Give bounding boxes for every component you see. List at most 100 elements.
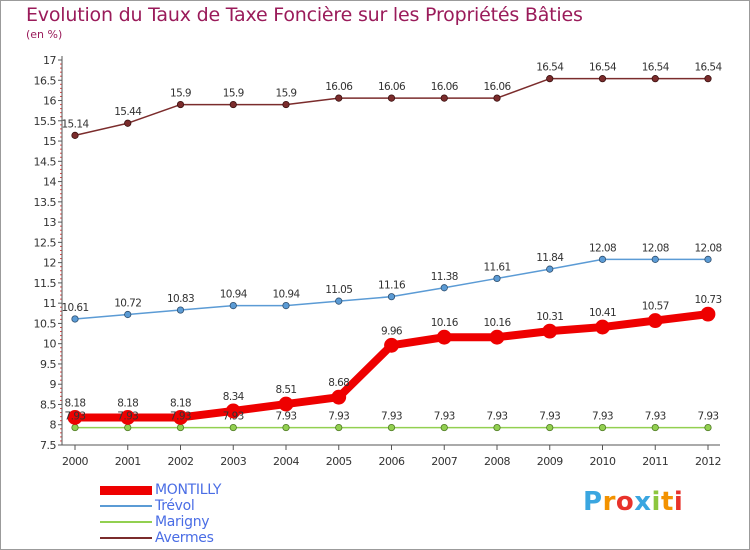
y-tick-label: 16.5 — [34, 74, 57, 87]
y-minor-tick — [60, 67, 62, 69]
y-minor-tick — [60, 395, 62, 397]
data-label-montilly: 10.16 — [431, 317, 459, 329]
data-label-marigny: 7.93 — [592, 411, 613, 423]
y-minor-tick — [60, 209, 62, 211]
y-minor-tick — [60, 278, 62, 280]
data-label-montilly: 8.18 — [117, 397, 138, 409]
data-point-montilly — [436, 329, 452, 345]
y-tick-label: 16 — [43, 95, 56, 108]
y-minor-tick — [60, 412, 62, 414]
data-point-avermes — [71, 131, 79, 139]
y-minor-tick — [60, 367, 62, 369]
y-tick-label: 10 — [43, 338, 56, 351]
y-minor-tick — [60, 124, 62, 126]
y-minor-tick — [60, 326, 62, 328]
y-minor-tick — [60, 428, 62, 430]
data-label-trevol: 10.83 — [167, 293, 194, 305]
y-minor-tick — [60, 229, 62, 231]
legend-label: Marigny — [155, 514, 210, 530]
y-minor-tick — [60, 75, 62, 77]
y-minor-tick — [60, 286, 62, 288]
y-minor-tick — [60, 83, 62, 85]
y-tick-label: 9 — [50, 378, 57, 391]
x-tick-label: 2001 — [115, 455, 141, 468]
y-minor-tick — [60, 205, 62, 207]
legend-swatch — [100, 537, 152, 539]
x-tick-label: 2009 — [537, 455, 563, 468]
data-label-montilly: 8.18 — [170, 397, 191, 409]
data-label-avermes: 16.06 — [483, 81, 511, 93]
x-tick-label: 2008 — [484, 455, 510, 468]
data-label-avermes: 15.9 — [276, 88, 297, 100]
data-label-trevol: 10.61 — [61, 302, 88, 314]
y-minor-tick — [60, 318, 62, 320]
y-tick-label: 12.5 — [34, 236, 57, 249]
y-minor-tick — [60, 351, 62, 353]
data-label-trevol: 11.38 — [431, 271, 458, 283]
legend-label: Trévol — [155, 498, 195, 514]
y-minor-tick — [60, 164, 62, 166]
data-point-avermes — [124, 119, 132, 127]
y-minor-tick — [60, 144, 62, 146]
legend-swatch — [100, 485, 152, 495]
data-point-marigny — [440, 423, 448, 432]
data-point-montilly — [173, 410, 188, 425]
y-minor-tick — [60, 254, 62, 256]
data-point-marigny — [598, 423, 607, 432]
data-label-avermes: 16.54 — [642, 62, 670, 74]
chart-title: Evolution du Taux de Taxe Foncière sur l… — [26, 4, 583, 26]
data-point-avermes — [440, 94, 448, 102]
y-minor-tick — [60, 95, 62, 97]
x-tick-label: 2004 — [273, 455, 299, 468]
y-minor-tick — [60, 237, 62, 239]
data-label-trevol: 12.08 — [642, 242, 669, 254]
data-point-montilly — [700, 306, 716, 322]
y-minor-tick — [60, 112, 62, 114]
data-label-montilly: 9.96 — [381, 325, 403, 337]
y-minor-tick — [60, 156, 62, 158]
y-minor-tick — [60, 371, 62, 373]
y-tick-label: 13.5 — [34, 196, 57, 209]
logo-letter: i — [651, 487, 661, 517]
legend-swatch — [100, 505, 152, 507]
y-minor-tick — [60, 152, 62, 154]
data-point-marigny — [335, 423, 343, 432]
y-minor-tick — [60, 225, 62, 227]
logo-letter: o — [615, 487, 635, 517]
data-point-avermes — [704, 75, 712, 83]
data-point-avermes — [176, 100, 185, 109]
data-point-trevol — [124, 310, 132, 319]
data-point-marigny — [651, 423, 659, 432]
data-point-marigny — [124, 423, 132, 432]
y-tick-label: 8.5 — [40, 398, 56, 411]
data-label-avermes: 16.06 — [325, 81, 353, 93]
y-minor-tick — [60, 290, 62, 292]
data-label-avermes: 15.9 — [170, 88, 191, 100]
y-tick-label: 11 — [43, 297, 56, 310]
data-point-avermes — [335, 94, 343, 102]
y-tick-label: 11.5 — [34, 277, 57, 290]
y-minor-tick — [60, 116, 62, 118]
data-point-trevol — [598, 255, 607, 263]
logo-letter: P — [583, 487, 603, 517]
data-label-marigny: 7.93 — [645, 411, 666, 423]
data-point-trevol — [335, 297, 343, 305]
legend-item-montilly: MONTILLY — [100, 482, 221, 498]
logo-letter: i — [673, 487, 684, 517]
data-point-trevol — [704, 255, 712, 263]
y-tick-label: 12 — [43, 257, 56, 270]
legend-label: Avermes — [155, 530, 214, 546]
y-minor-tick — [60, 331, 62, 333]
y-minor-tick — [60, 416, 62, 418]
x-tick-label: 2010 — [590, 455, 616, 468]
y-minor-tick — [60, 197, 62, 199]
data-point-montilly — [120, 410, 136, 425]
y-minor-tick — [60, 339, 62, 341]
data-point-avermes — [387, 94, 396, 102]
data-label-trevol: 11.05 — [325, 284, 352, 296]
data-point-trevol — [71, 315, 79, 323]
data-label-marigny: 7.93 — [223, 411, 244, 423]
y-minor-tick — [60, 359, 62, 361]
data-point-montilly — [384, 337, 399, 353]
data-point-montilly — [225, 403, 241, 419]
